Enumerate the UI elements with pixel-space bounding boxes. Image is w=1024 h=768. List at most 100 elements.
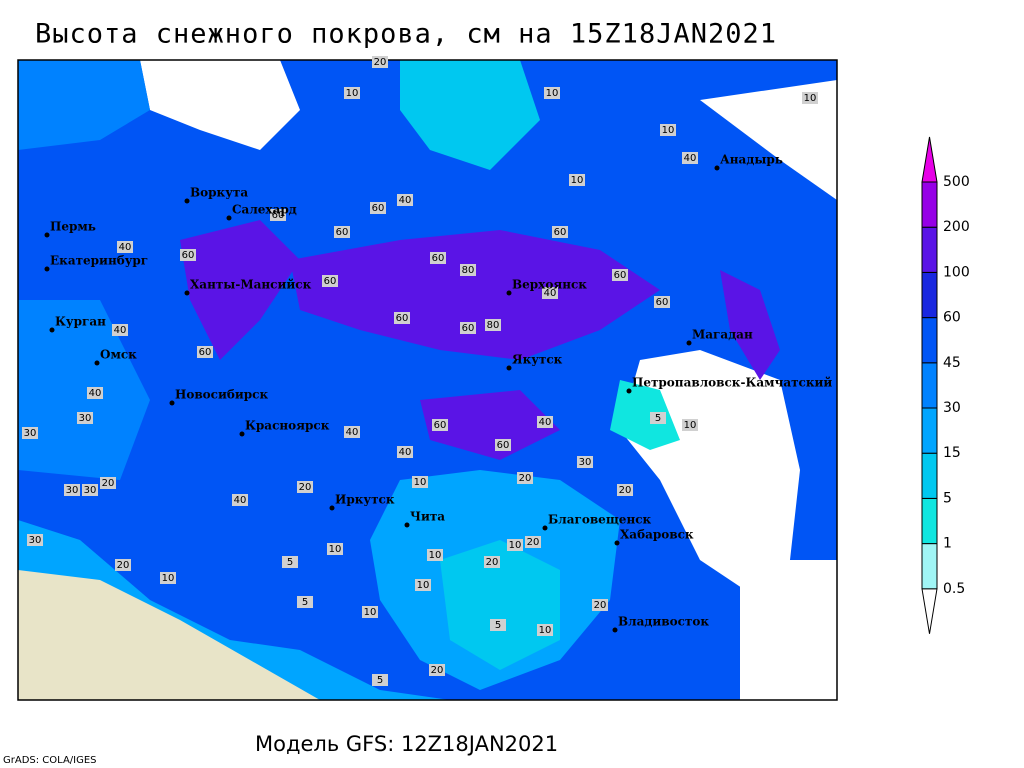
colorbar-label: 200: [943, 219, 970, 235]
colorbar-label: 45: [943, 355, 961, 371]
contour-label: 5: [287, 557, 293, 568]
city-dot: [169, 400, 175, 406]
colorbar-band: [921, 407, 938, 454]
contour-label: 5: [495, 620, 501, 631]
city-label: Красноярск: [245, 419, 330, 433]
city-dot: [614, 540, 620, 546]
city-dot: [184, 290, 190, 296]
contour-label-box: [802, 92, 818, 104]
city-dot: [506, 290, 512, 296]
contour-label: 40: [114, 325, 127, 336]
city-label: Якутск: [512, 353, 563, 367]
contour-label: 40: [399, 447, 412, 458]
subtitle: Модель GFS: 12Z18JAN2021: [255, 732, 558, 756]
contour-label-box: [232, 494, 248, 506]
contour-label: 30: [579, 457, 592, 468]
contour-label: 20: [486, 557, 499, 568]
contour-label: 60: [199, 347, 212, 358]
contour-label-box: [362, 606, 378, 618]
contour-label-box: [160, 572, 176, 584]
colorbar-label: 1: [943, 536, 952, 552]
city-dot: [626, 388, 632, 394]
contour-label-box: [82, 484, 98, 496]
contour-label-box: [427, 549, 443, 561]
colorbar-bottom: [921, 588, 938, 634]
contour-label: 20: [374, 57, 387, 68]
contour-label: 20: [102, 478, 115, 489]
contour-label: 60: [432, 253, 445, 264]
contour-label: 10: [684, 420, 697, 431]
contour-label: 10: [429, 550, 442, 561]
contour-label-box: [297, 596, 313, 608]
contour-label: 80: [487, 320, 500, 331]
city-label: Чита: [410, 510, 445, 524]
contour-label: 10: [539, 625, 552, 636]
contour-label-box: [507, 539, 523, 551]
contour-label-box: [27, 534, 43, 546]
contour-label-box: [617, 484, 633, 496]
map-frame: [17, 59, 838, 701]
contour-label: 30: [84, 485, 97, 496]
arctic-sea: [140, 60, 300, 150]
city-dot: [714, 165, 720, 171]
zone-deep: [420, 390, 560, 460]
contour-label-box: [327, 543, 343, 555]
contour-label-box: [397, 446, 413, 458]
colorbar-label: 0.5: [943, 581, 965, 597]
contour-label-box: [460, 264, 476, 276]
sea: [740, 560, 837, 700]
city-dot: [612, 627, 618, 633]
contour-label: 40: [234, 495, 247, 506]
contour-label-box: [415, 579, 431, 591]
contour-label: 10: [571, 175, 584, 186]
city-dot: [506, 365, 512, 371]
contour-label-box: [344, 426, 360, 438]
contour-label-box: [432, 419, 448, 431]
city-dot: [542, 525, 548, 531]
contour-label: 30: [79, 413, 92, 424]
contour-label: 30: [66, 485, 79, 496]
contour-label: 5: [302, 597, 308, 608]
contour-label: 5: [655, 413, 661, 424]
city-label: Омск: [100, 348, 137, 362]
contour-label-box: [485, 319, 501, 331]
contour-label-box: [490, 619, 506, 631]
colorbar-band: [921, 226, 938, 273]
contour-label: 60: [614, 270, 627, 281]
colorbar-top: [921, 136, 938, 183]
contour-label-box: [344, 87, 360, 99]
contour-label-box: [117, 241, 133, 253]
city-label: Владивосток: [618, 615, 709, 629]
contour-label: 60: [434, 420, 447, 431]
contour-label-box: [552, 226, 568, 238]
contour-label-box: [334, 226, 350, 238]
city-label: Екатеринбург: [50, 254, 148, 268]
contour-label-box: [270, 209, 286, 221]
contour-label-box: [660, 124, 676, 136]
colorbar-label: 5: [943, 490, 952, 506]
city-dot: [49, 327, 55, 333]
colorbar-label: 15: [943, 445, 961, 461]
city-label: Верхоянск: [512, 278, 587, 292]
arctic-ice: [400, 60, 540, 170]
contour-label-box: [87, 387, 103, 399]
colorbar-band: [921, 317, 938, 364]
contour-label-box: [397, 194, 413, 206]
colorbar-band: [921, 362, 938, 409]
city-label: Пермь: [50, 220, 96, 234]
city-label: Новосибирск: [175, 388, 268, 402]
contour-label: 80: [462, 265, 475, 276]
contour-label-box: [484, 556, 500, 568]
zone-mid: [18, 60, 150, 150]
city-dot: [184, 198, 190, 204]
contour-label: 20: [594, 600, 607, 611]
colorbar-label: 100: [943, 264, 970, 280]
map: [17, 59, 838, 701]
city-label: Петропавловск-Камчатский: [632, 376, 832, 390]
city-label: Анадырь: [720, 153, 783, 167]
zone-mid: [18, 300, 150, 480]
contour-label-box: [430, 252, 446, 264]
contour-label-box: [412, 476, 428, 488]
colorbar-band: [921, 543, 938, 590]
contour-label-box: [542, 287, 558, 299]
